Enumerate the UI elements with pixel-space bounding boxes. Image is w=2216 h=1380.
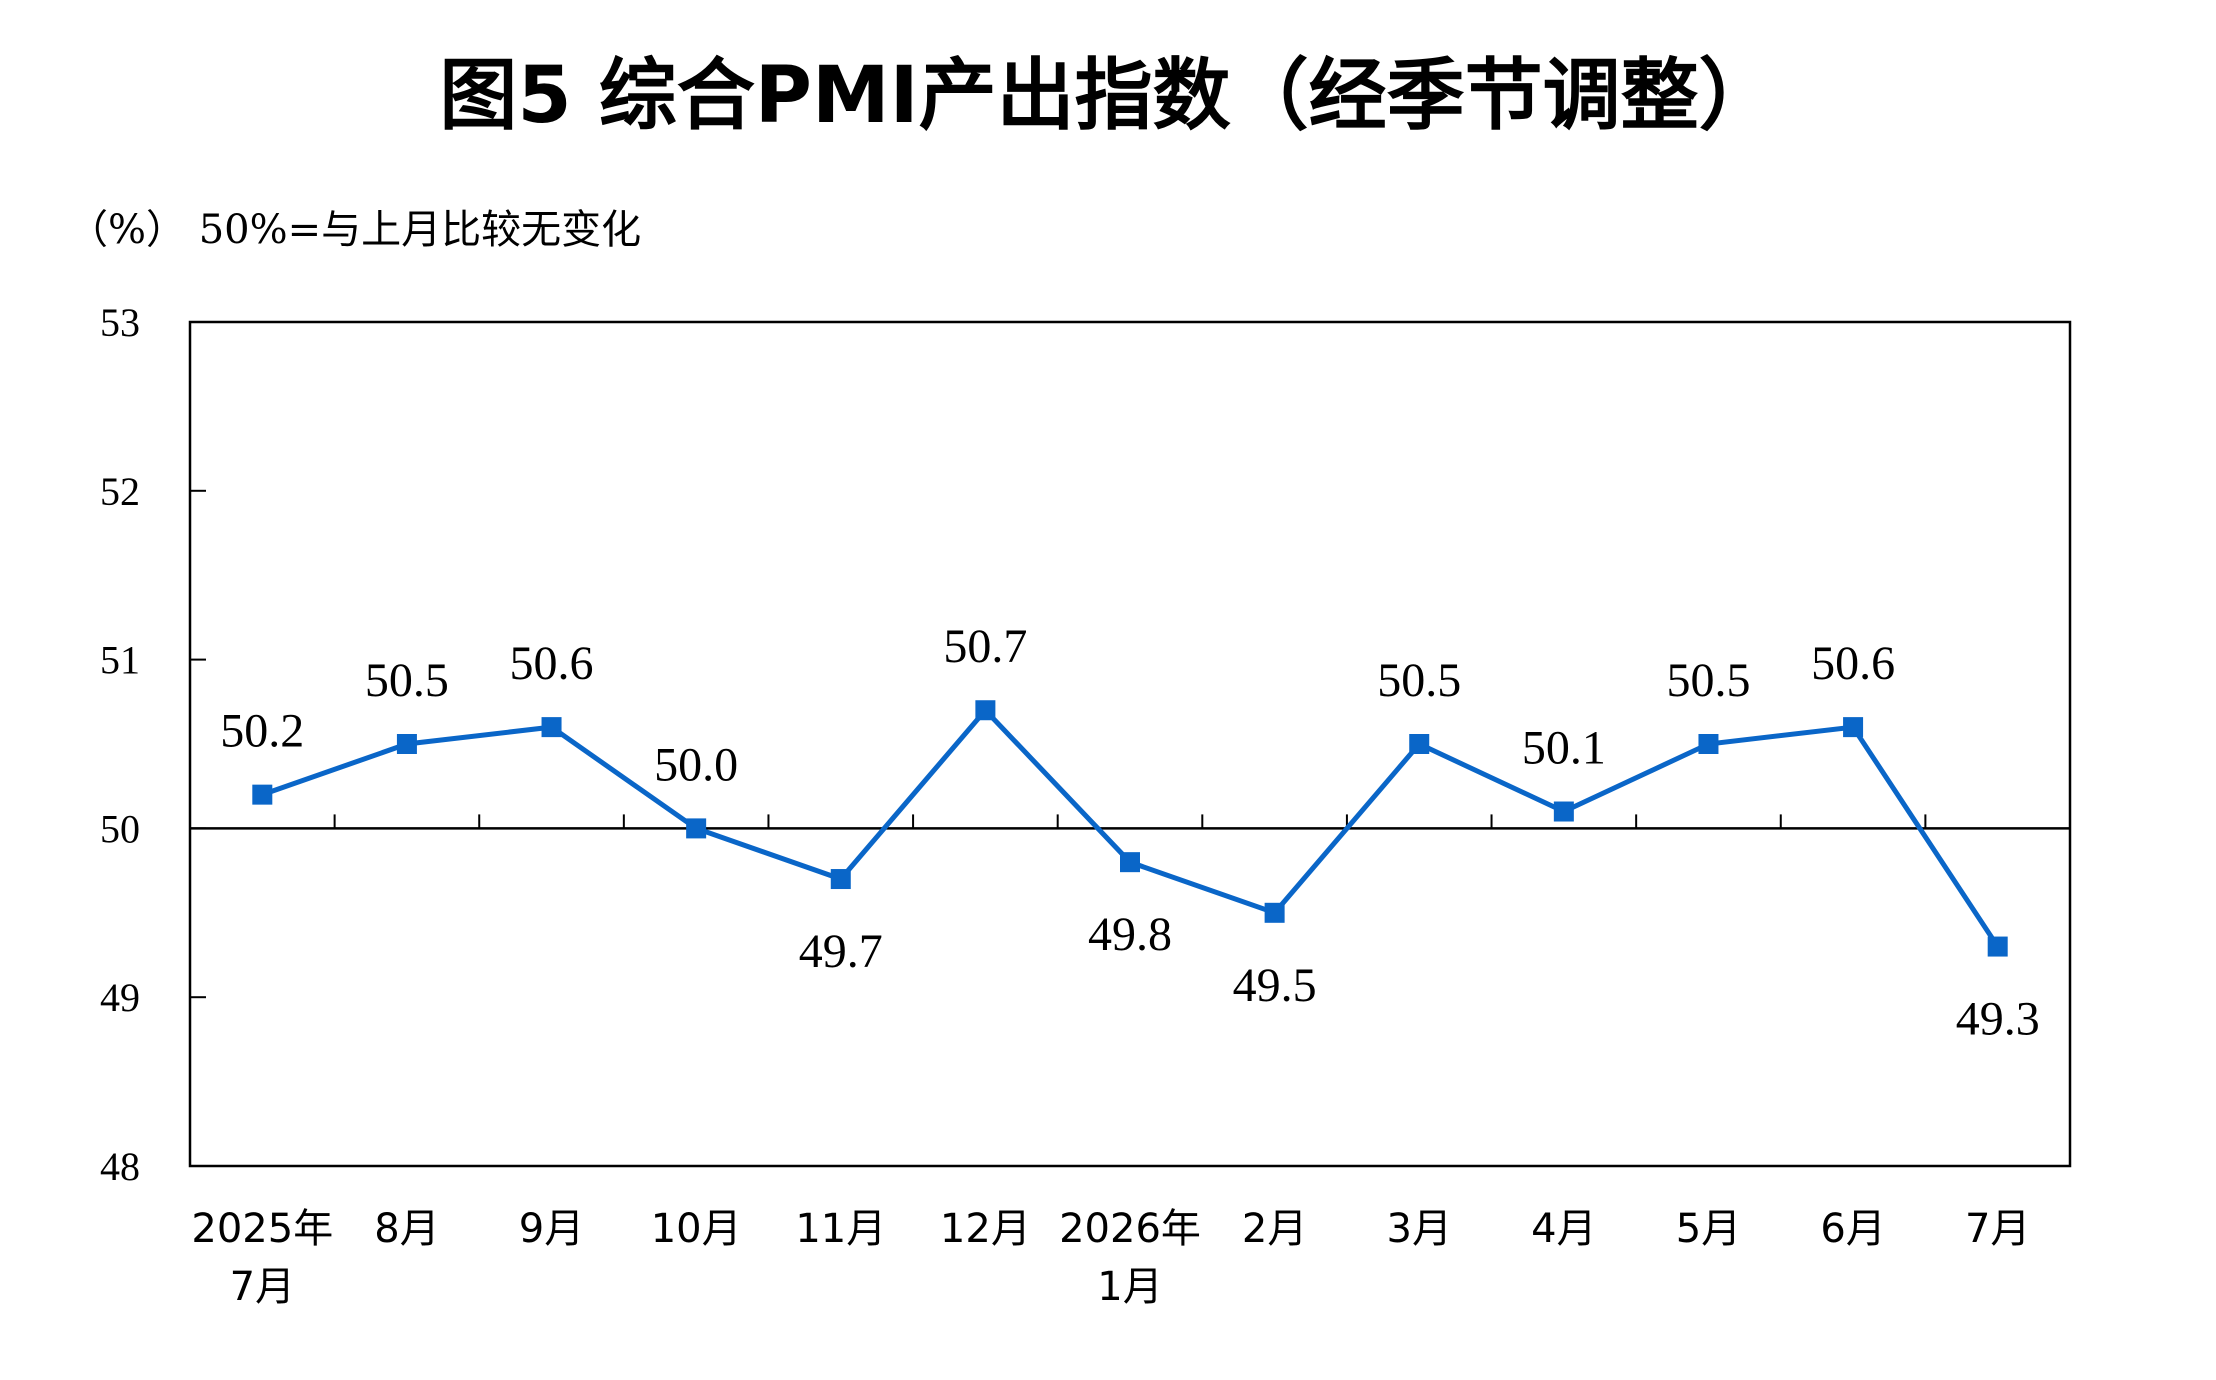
x-tick-label: 2月 [1242, 1206, 1307, 1252]
data-point-marker [1409, 734, 1430, 754]
data-label: 50.5 [1377, 654, 1461, 707]
x-tick-label: 1月 [1097, 1264, 1162, 1310]
data-point-marker [830, 869, 851, 890]
data-label: 50.6 [1811, 637, 1895, 690]
data-label: 49.3 [1956, 993, 2040, 1046]
x-tick-label: 2025年 [191, 1206, 333, 1252]
x-tick-label: 10月 [651, 1206, 742, 1252]
series-layer: 50.2 50.5 50.6 50.0 49.7 50.7 49.8 49.5 50.5 50.1… [220, 620, 2039, 1045]
x-axis-ticks: 2025年 7月 8月 9月 10月 11月 12月 2026年 1月 2月 3月 4月 5月 6月 7月 [191, 814, 2030, 1310]
x-tick-label: 12月 [940, 1206, 1031, 1252]
y-tick-label: 53 [100, 300, 140, 345]
y-tick-label: 48 [100, 1144, 140, 1189]
data-label: 50.1 [1522, 722, 1606, 775]
data-label: 50.6 [510, 637, 594, 690]
unit-note: （%） 50%=与上月比较无变化 [68, 207, 641, 253]
x-tick-label: 7月 [230, 1264, 295, 1310]
y-tick-label: 51 [100, 638, 140, 683]
data-point-marker [252, 784, 273, 805]
y-tick-label: 50 [100, 806, 140, 851]
y-axis-ticks: 48 49 50 51 52 53 [100, 300, 206, 1189]
x-tick-label: 6月 [1820, 1206, 1885, 1252]
x-tick-label: 3月 [1387, 1206, 1452, 1252]
data-label: 50.2 [220, 705, 304, 758]
data-point-marker [541, 717, 562, 738]
data-point-marker [1553, 801, 1574, 822]
y-tick-label: 49 [100, 975, 140, 1020]
x-tick-label: 7月 [1965, 1206, 2030, 1252]
data-label: 50.7 [943, 620, 1027, 673]
data-label: 50.5 [1666, 654, 1750, 707]
data-label: 50.0 [654, 738, 738, 791]
chart-title: 图5 综合PMI产出指数（经季节调整） [439, 51, 1776, 141]
x-tick-label: 2026年 [1059, 1206, 1201, 1252]
data-point-marker [1987, 936, 2008, 957]
data-point-marker [686, 818, 707, 839]
x-tick-label: 11月 [795, 1206, 886, 1252]
data-point-marker [1698, 734, 1719, 754]
x-tick-label: 8月 [374, 1206, 439, 1252]
data-label: 49.8 [1088, 908, 1172, 961]
x-tick-label: 9月 [519, 1206, 584, 1252]
data-label: 49.5 [1233, 959, 1317, 1012]
data-label: 49.7 [799, 925, 883, 978]
data-point-marker [1843, 717, 1864, 738]
y-tick-label: 52 [100, 469, 140, 514]
plot-area-frame [188, 320, 2072, 1168]
data-point-marker [396, 734, 417, 754]
data-point-marker [975, 700, 996, 721]
data-point-marker [1120, 852, 1140, 873]
x-tick-label: 5月 [1676, 1206, 1741, 1252]
data-point-marker [1264, 902, 1285, 923]
data-label: 50.5 [365, 654, 449, 707]
x-tick-label: 4月 [1531, 1206, 1596, 1252]
